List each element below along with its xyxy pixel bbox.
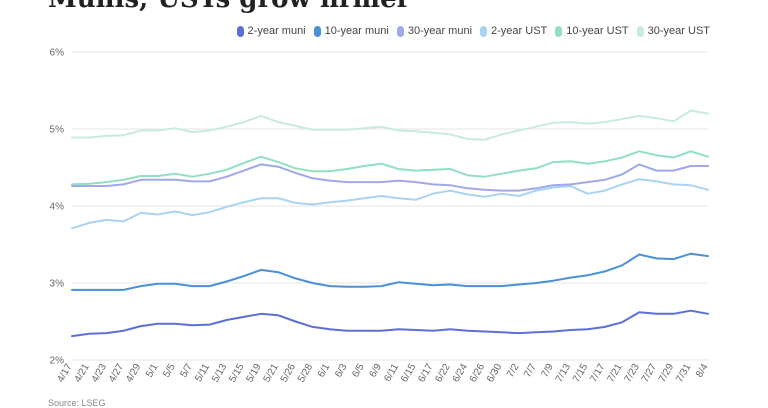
x-tick-label: 6/17: [416, 362, 435, 385]
series-line-30-year-muni: [71, 163, 709, 192]
x-tick-label: 7/13: [554, 362, 573, 385]
x-tick-label: 6/1: [316, 362, 333, 380]
x-tick-label: 5/15: [227, 362, 246, 385]
legend-item-10-year-muni[interactable]: 10-year muni: [313, 25, 389, 37]
x-tick-label: 6/24: [451, 362, 470, 385]
x-tick-label: 6/22: [433, 362, 452, 385]
x-tick-label: 4/29: [124, 362, 143, 385]
x-tick-label: 7/7: [522, 362, 539, 380]
legend-label: 2-year UST: [491, 25, 548, 37]
x-tick-label: 7/23: [623, 362, 642, 385]
legend-swatch: [636, 25, 644, 37]
y-tick-label: 4%: [50, 202, 65, 213]
legend: 2-year muni 10-year muni 30-year muni 2-…: [236, 25, 710, 37]
x-tick-label: 7/27: [640, 362, 659, 385]
legend-swatch: [480, 25, 488, 37]
x-tick-label: 8/4: [694, 362, 711, 380]
x-tick-label: 6/15: [399, 362, 418, 385]
x-tick-label: 5/13: [210, 362, 229, 385]
series-line-10-year-muni: [71, 252, 709, 291]
x-tick-label: 7/9: [539, 362, 556, 380]
x-tick-label: 6/3: [333, 362, 350, 380]
legend-swatch: [313, 25, 321, 37]
chart-title: Munis, USTs grow firmer: [48, 0, 410, 14]
legend-label: 30-year muni: [407, 25, 473, 37]
source-note: Source: LSEG: [48, 398, 106, 408]
x-tick-label: 5/1: [144, 362, 161, 380]
x-tick-label: 6/11: [382, 362, 401, 384]
x-tick-label: 4/21: [73, 362, 92, 385]
x-tick-label: 5/7: [178, 362, 195, 380]
y-tick-label: 2%: [50, 356, 65, 367]
x-tick-label: 7/31: [674, 362, 693, 385]
legend-item-30-year-ust[interactable]: 30-year UST: [636, 25, 710, 37]
series-line-10-year-ust: [71, 150, 709, 186]
legend-label: 30-year UST: [647, 25, 710, 37]
x-tick-label: 6/9: [368, 362, 385, 380]
x-tick-label: 6/30: [485, 362, 504, 385]
legend-item-10-year-ust[interactable]: 10-year UST: [555, 25, 629, 37]
x-tick-label: 6/5: [350, 362, 367, 380]
x-tick-label: 7/2: [505, 362, 522, 380]
legend-item-2-year-muni[interactable]: 2-year muni: [236, 25, 306, 37]
legend-swatch: [555, 25, 563, 37]
x-tick-label: 7/17: [588, 362, 607, 385]
x-tick-label: 5/11: [193, 362, 212, 384]
legend-swatch: [236, 25, 244, 37]
legend-label: 10-year muni: [324, 25, 389, 37]
series-line-30-year-ust: [71, 109, 709, 141]
x-tick-label: 6/26: [468, 362, 487, 385]
x-tick-label: 5/21: [262, 362, 281, 385]
y-tick-label: 5%: [50, 125, 65, 136]
x-tick-label: 7/15: [571, 362, 590, 385]
x-tick-label: 4/23: [90, 362, 109, 385]
x-tick-label: 5/5: [161, 362, 178, 380]
legend-item-30-year-muni[interactable]: 30-year muni: [396, 25, 473, 37]
x-tick-label: 4/27: [107, 362, 126, 385]
x-tick-label: 7/21: [605, 362, 624, 385]
x-tick-label: 5/19: [244, 362, 263, 385]
x-tick-label: 7/29: [657, 362, 676, 385]
series-line-2-year-muni: [71, 309, 709, 338]
y-tick-label: 3%: [50, 279, 65, 290]
x-tick-label: 5/28: [296, 362, 315, 385]
x-tick-label: 5/26: [279, 362, 298, 385]
legend-label: 2-year muni: [247, 25, 306, 37]
legend-item-2-year-ust[interactable]: 2-year UST: [480, 25, 547, 37]
y-tick-label: 6%: [50, 48, 65, 59]
legend-label: 10-year UST: [566, 25, 629, 37]
legend-swatch: [396, 25, 404, 37]
series-line-2-year-ust: [71, 178, 709, 230]
